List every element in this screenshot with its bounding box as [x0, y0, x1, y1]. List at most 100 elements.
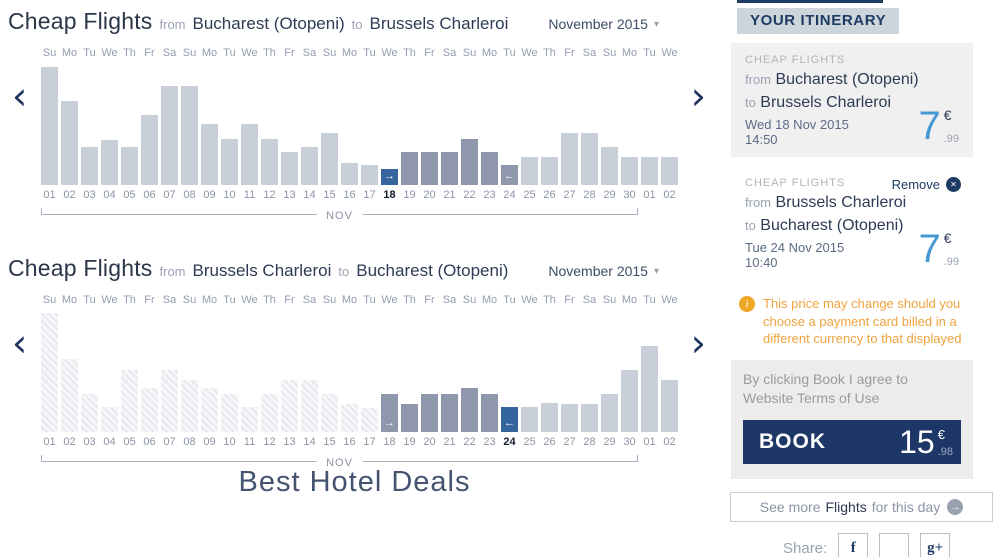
- price-bar-day-15[interactable]: [321, 394, 338, 432]
- google-plus-icon: g+: [927, 539, 944, 556]
- price-bar-day-18[interactable]: →: [381, 394, 398, 432]
- price-bar-day-07[interactable]: [161, 370, 178, 432]
- share-facebook-button[interactable]: f: [838, 533, 869, 557]
- price-bar-day-08[interactable]: [181, 86, 198, 185]
- price-bar-day-10[interactable]: [221, 139, 238, 185]
- price-bar-day-21[interactable]: [441, 394, 458, 432]
- price-bar-day-04[interactable]: [101, 407, 118, 432]
- month-selector[interactable]: November 2015 ▾: [548, 263, 659, 279]
- price-bar-day-29[interactable]: [601, 394, 618, 432]
- price-bar-day-03[interactable]: [81, 147, 98, 185]
- price-bar-day-02[interactable]: [61, 101, 78, 185]
- page-title: Cheap Flights: [8, 8, 153, 34]
- previous-month-chevron[interactable]: ‹: [12, 74, 28, 118]
- price-bar-day-01[interactable]: [41, 313, 58, 432]
- date-label: 01: [643, 436, 656, 448]
- price-bar-day-27[interactable]: [561, 133, 578, 185]
- price-bar-day-17[interactable]: [361, 165, 378, 185]
- price-bar-day-12[interactable]: [261, 394, 278, 432]
- from-label: from: [745, 72, 771, 87]
- date-label: 08: [183, 436, 196, 448]
- book-button[interactable]: BOOK 15 € .98: [743, 420, 961, 465]
- price-bar-day-12[interactable]: [261, 139, 278, 185]
- price-bar-day-24[interactable]: ←: [501, 165, 518, 185]
- price-bar-day-13[interactable]: [281, 380, 298, 432]
- price-bar-day-09[interactable]: [201, 388, 218, 432]
- price-bar-day-13[interactable]: [281, 152, 298, 185]
- next-month-chevron[interactable]: ›: [690, 74, 706, 118]
- see-more-flights-button[interactable]: See more Flights for this day →: [730, 492, 993, 523]
- price-bar-day-27[interactable]: [561, 404, 578, 432]
- date-label: 12: [263, 436, 276, 448]
- price-bar-day-28[interactable]: [581, 133, 598, 185]
- date-label: 22: [463, 436, 476, 448]
- price-bar-day-02[interactable]: [661, 157, 678, 185]
- price-bar-day-02[interactable]: [61, 359, 78, 432]
- price-bar-day-06[interactable]: [141, 388, 158, 432]
- day-of-week-label: We: [661, 47, 678, 59]
- previous-month-chevron[interactable]: ‹: [12, 321, 28, 365]
- price-bar-day-22[interactable]: [461, 388, 478, 432]
- date-label: 07: [163, 189, 176, 201]
- month-selector-label: November 2015: [548, 263, 648, 279]
- price-bar-day-01[interactable]: [641, 346, 658, 432]
- price-bar-day-10[interactable]: [221, 394, 238, 432]
- day-of-week-label: Tu: [83, 47, 96, 59]
- price-bar-day-30[interactable]: [621, 370, 638, 432]
- price-bar-day-28[interactable]: [581, 404, 598, 432]
- date-label: 10: [223, 436, 236, 448]
- price-bar-day-20[interactable]: [421, 394, 438, 432]
- price-bar-day-01[interactable]: [41, 67, 58, 185]
- page-title: Cheap Flights: [8, 255, 153, 281]
- price-bar-day-19[interactable]: [401, 152, 418, 185]
- price-bar-day-25[interactable]: [521, 157, 538, 185]
- price-bar-day-21[interactable]: [441, 152, 458, 185]
- price-bar-day-14[interactable]: [301, 147, 318, 185]
- price-bar-day-20[interactable]: [421, 152, 438, 185]
- next-month-chevron[interactable]: ›: [690, 321, 706, 365]
- date-label: 02: [663, 189, 676, 201]
- price-bar-day-23[interactable]: [481, 394, 498, 432]
- share-google-plus-button[interactable]: g+: [920, 533, 951, 557]
- price-bar-day-24[interactable]: ←: [501, 407, 518, 432]
- price-bar-day-25[interactable]: [521, 407, 538, 432]
- price-bar-day-23[interactable]: [481, 152, 498, 185]
- origin-city: Bucharest (Otopeni): [775, 71, 919, 88]
- price-bar-day-04[interactable]: [101, 140, 118, 185]
- price-bar-day-18[interactable]: →: [381, 169, 398, 185]
- price-bar-day-11[interactable]: [241, 407, 258, 432]
- price-bar-day-02[interactable]: [661, 380, 678, 432]
- remove-flight-button[interactable]: Remove ✕: [892, 177, 961, 192]
- price-cents: .98: [937, 445, 953, 458]
- price-bar-day-05[interactable]: [121, 147, 138, 185]
- price-bar-day-26[interactable]: [541, 403, 558, 432]
- price-bar-day-07[interactable]: [161, 86, 178, 185]
- price-bar-day-08[interactable]: [181, 380, 198, 432]
- price-bar-day-16[interactable]: [341, 404, 358, 432]
- day-of-week-label: Th: [123, 294, 136, 306]
- price-bar-day-09[interactable]: [201, 124, 218, 185]
- date-label: 30: [623, 436, 636, 448]
- share-twitter-button[interactable]: [879, 533, 910, 557]
- price-bar-day-11[interactable]: [241, 124, 258, 185]
- price-bar-day-17[interactable]: [361, 408, 378, 432]
- price-bar-day-19[interactable]: [401, 404, 418, 432]
- date-label: 22: [463, 189, 476, 201]
- price-bar-day-29[interactable]: [601, 147, 618, 185]
- month-selector[interactable]: November 2015 ▾: [548, 16, 659, 32]
- month-selector-label: November 2015: [548, 16, 648, 32]
- price-bar-day-14[interactable]: [301, 380, 318, 432]
- price-bar-day-05[interactable]: [121, 370, 138, 432]
- price-bar-day-03[interactable]: [81, 394, 98, 432]
- price-bar-day-06[interactable]: [141, 115, 158, 185]
- price-bar-day-30[interactable]: [621, 157, 638, 185]
- price-bar-day-01[interactable]: [641, 157, 658, 185]
- price-bar-day-16[interactable]: [341, 163, 358, 185]
- day-of-week-label: Sa: [582, 47, 597, 59]
- price-bar-day-26[interactable]: [541, 157, 558, 185]
- date-label: 02: [63, 436, 76, 448]
- price-bar-day-15[interactable]: [321, 133, 338, 185]
- day-of-week-label: Th: [263, 47, 276, 59]
- price-bar-day-22[interactable]: [461, 139, 478, 185]
